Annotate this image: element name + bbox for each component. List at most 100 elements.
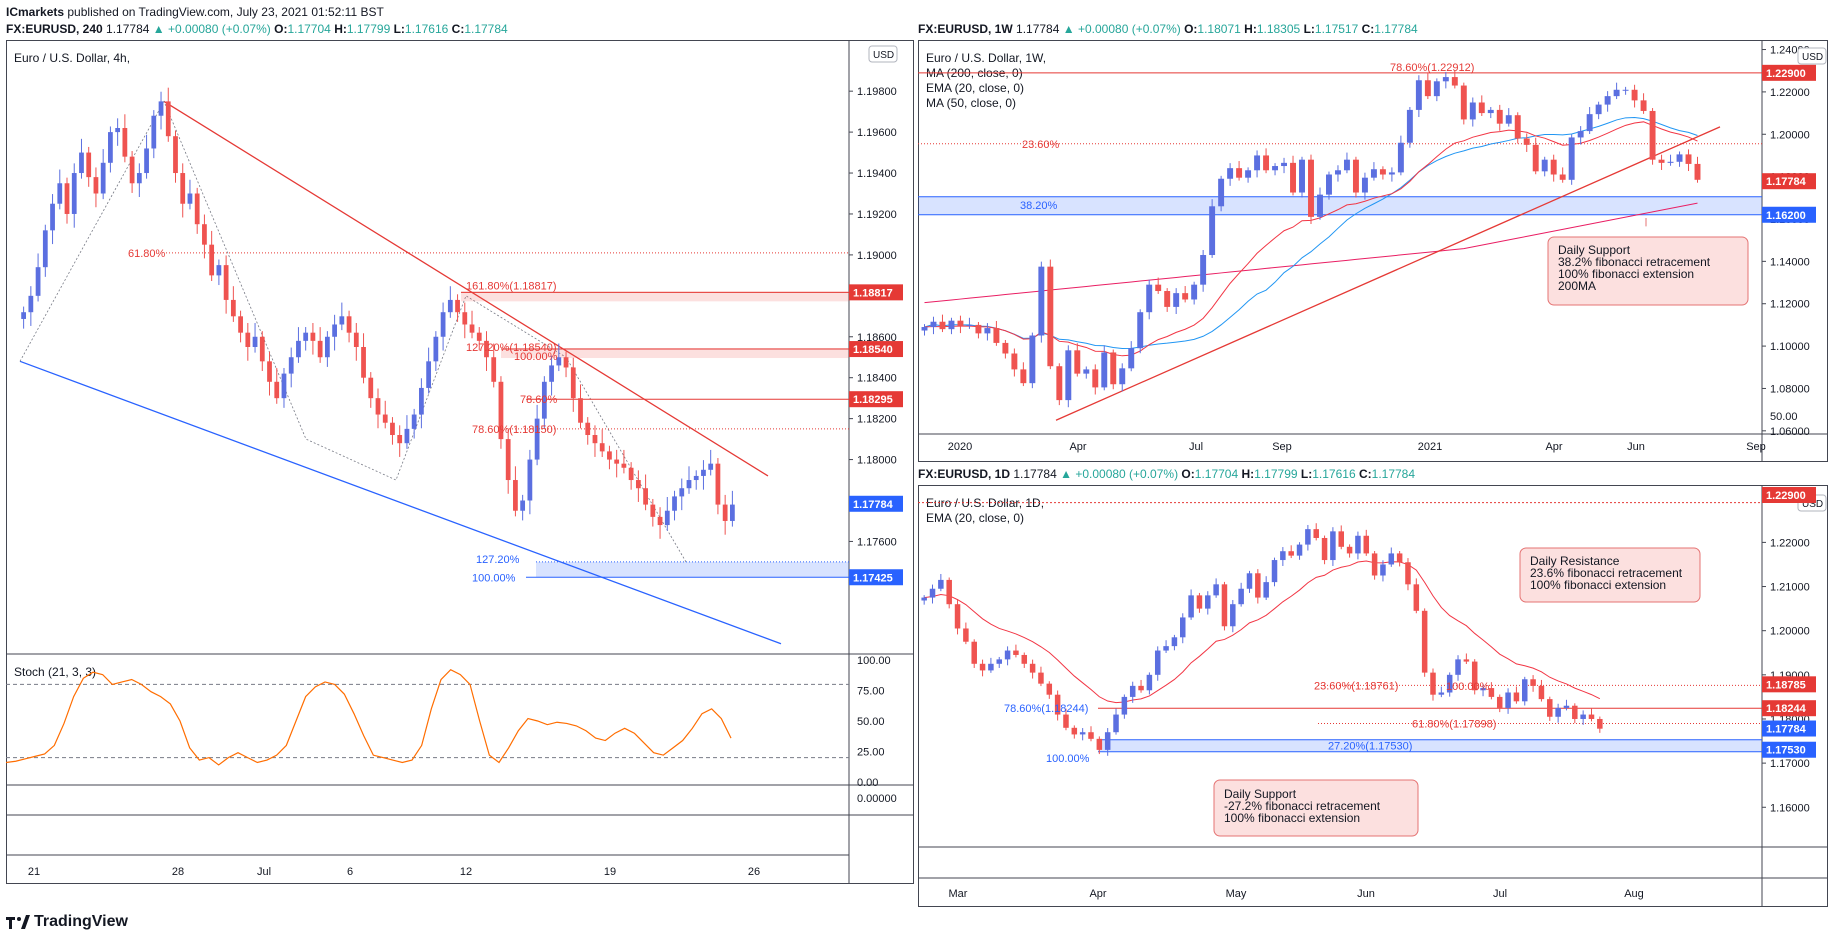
daily-candle: [1180, 617, 1186, 638]
left-candle: [332, 324, 337, 337]
weekly-candle: [1352, 159, 1359, 193]
weekly-candle: [1676, 154, 1683, 162]
weekly-candle: [1272, 166, 1279, 171]
daily-currency: USD: [1802, 499, 1823, 510]
y-tick-label: 1.17600: [857, 536, 897, 548]
daily-candle: [1346, 546, 1353, 554]
left-candle: [259, 336, 265, 362]
note-line: 38.2% fibonacci retracement: [1558, 255, 1711, 269]
daily-candle: [946, 579, 952, 605]
left-candle: [115, 128, 121, 133]
left-tag: 1.18540: [853, 344, 893, 356]
left-candle: [129, 156, 135, 184]
daily-candle: [1547, 699, 1553, 717]
x-tick-label: 2020: [948, 441, 972, 453]
weekly-candle: [1263, 155, 1270, 171]
left-candle: [549, 365, 554, 382]
weekly-candle: [1442, 77, 1449, 82]
left-candle: [64, 183, 70, 214]
note-line: Daily Resistance: [1530, 554, 1620, 568]
daily-candle: [979, 663, 986, 671]
left-candle: [469, 324, 475, 333]
weekly-candle: [1101, 352, 1108, 388]
daily-candle: [1396, 553, 1403, 563]
note-line: 100% fibonacci extension: [1558, 267, 1694, 281]
x-tick-label: Mar: [949, 888, 968, 900]
x-tick-label: 12: [460, 866, 472, 878]
x-tick-label: 21: [28, 866, 40, 878]
daily-candle: [1121, 696, 1128, 715]
y-tick-label: 1.18600: [857, 332, 897, 344]
daily-candle: [1054, 694, 1061, 715]
daily-candle: [1496, 696, 1503, 708]
left-candle: [585, 422, 591, 436]
tradingview-logo[interactable]: TradingView: [6, 913, 128, 931]
daily-candle: [921, 597, 927, 601]
daily-candle: [1230, 604, 1236, 627]
left-tag-bg: [849, 341, 903, 358]
chart-1d[interactable]: 1.160001.170001.180001.190001.200001.210…: [918, 485, 1828, 907]
weekly-candle: [1523, 138, 1530, 145]
fib-label: 61.80%(1.17898): [1412, 718, 1496, 730]
left-candle: [541, 381, 547, 419]
stoch-tick-label: 100.00: [857, 655, 891, 667]
y-tick-label: 1.12000: [1770, 299, 1810, 311]
up-arrow-icon: ▲: [1060, 467, 1072, 481]
daily-candle: [1363, 535, 1370, 554]
ma200-line: [924, 202, 1698, 304]
chart-4h[interactable]: 1.176001.178001.180001.182001.184001.186…: [6, 40, 914, 885]
weekly-candle: [1379, 169, 1386, 175]
left-candle: [476, 332, 482, 341]
note-line: 100% fibonacci extension: [1530, 578, 1666, 592]
weekly-candle: [1361, 177, 1368, 193]
daily-candle: [963, 628, 969, 642]
left-change: +0.00080 (+0.07%): [168, 22, 271, 36]
left-current-tag-bg: [849, 495, 903, 512]
left-candle: [368, 377, 374, 399]
daily-close: 1.17784: [1371, 467, 1416, 481]
left-candle: [498, 381, 504, 440]
left-candle: [534, 418, 540, 460]
daily-candle: [1138, 685, 1144, 691]
left-candle: [715, 463, 721, 505]
chart-1w[interactable]: 1.060001.080001.100001.120001.140001.160…: [918, 40, 1828, 462]
weekly-candle: [930, 321, 937, 328]
daily-candle: [1071, 727, 1078, 735]
weekly-candle: [1406, 109, 1413, 143]
left-low: 1.17616: [404, 22, 449, 36]
left-candle: [701, 469, 706, 476]
weekly-candle: [921, 327, 928, 331]
fib-label: 100.00%: [1446, 681, 1490, 693]
left-candle: [578, 398, 583, 423]
stoch-tick-label: 50.00: [857, 716, 885, 728]
weekly-candle: [1155, 284, 1162, 292]
daily-candle: [1413, 584, 1420, 611]
fib-label: 27.20%(1.17530): [1328, 741, 1412, 753]
left-candle: [643, 488, 648, 505]
daily-candle: [1196, 595, 1203, 609]
daily-candle: [1463, 659, 1470, 662]
note-line: 200MA: [1558, 279, 1596, 293]
left-candle: [672, 496, 677, 511]
note-line: Daily Support: [1224, 787, 1297, 801]
daily-candle: [1280, 551, 1286, 561]
weekly-candle: [1658, 159, 1665, 163]
x-tick-label: Jun: [1357, 888, 1375, 900]
daily-price: 1.17784: [1013, 467, 1057, 481]
left-candle: [86, 152, 92, 178]
left-candle: [440, 312, 446, 337]
publisher-name[interactable]: ICmarkets: [6, 5, 65, 19]
y-tick-label: 1.22000: [1770, 87, 1810, 99]
left-candle: [194, 193, 200, 225]
daily-candle: [1246, 573, 1253, 589]
left-candle: [447, 299, 453, 313]
y-tick-label: 1.18000: [857, 455, 897, 467]
daily-candle: [1088, 732, 1094, 739]
weekly-symbol: FX:EURUSD, 1W: [918, 22, 1013, 36]
weekly-current-tag: 1.17784: [1766, 176, 1807, 188]
weekly-candle: [1334, 170, 1341, 175]
left-candle: [462, 312, 468, 325]
note-line: -27.2% fibonacci retracement: [1224, 799, 1381, 813]
left-candle: [57, 183, 63, 204]
weekly-candle: [1604, 96, 1611, 105]
